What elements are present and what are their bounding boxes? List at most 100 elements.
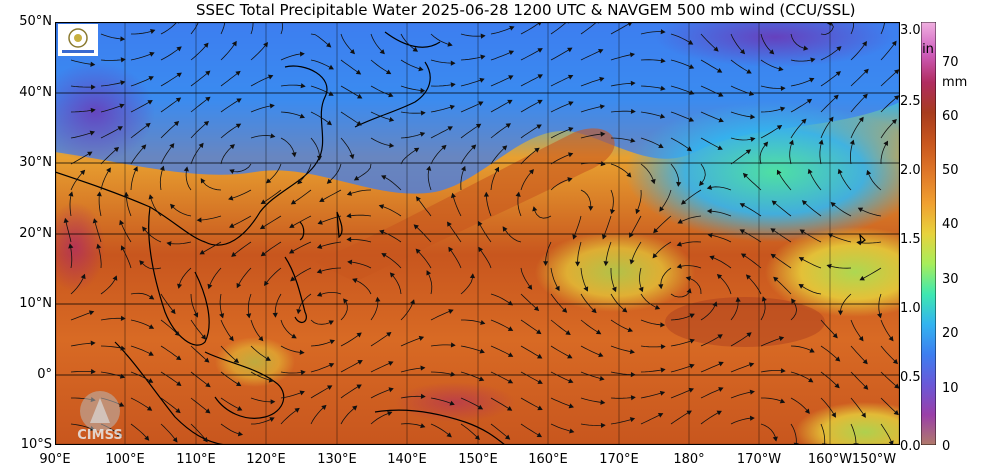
wind-streamline: [70, 170, 85, 191]
wind-streamline: [190, 70, 211, 87]
wind-streamline: [461, 319, 485, 324]
inch-tick-3-0: 3.0: [900, 23, 921, 38]
wind-streamline: [670, 410, 692, 425]
wind-arrowhead: [480, 33, 486, 39]
moderate-moisture-central: [535, 232, 695, 312]
wind-arrowhead: [204, 357, 210, 363]
wind-streamline: [761, 397, 785, 403]
wind-streamline: [490, 167, 499, 191]
wind-arrowhead: [508, 50, 515, 56]
wind-arrowhead: [150, 28, 156, 34]
wind-streamline: [427, 166, 432, 191]
wind-arrowhead: [296, 309, 302, 315]
wind-streamline: [550, 371, 573, 383]
wind-arrowhead: [527, 284, 533, 290]
wind-arrowhead: [837, 168, 843, 175]
wind-streamline: [347, 238, 372, 243]
wind-arrowhead: [96, 243, 102, 249]
wind-arrowhead: [532, 206, 538, 212]
wind-streamline: [550, 423, 574, 433]
wind-arrowhead: [356, 384, 362, 390]
wind-arrowhead: [174, 330, 181, 336]
wind-arrowhead: [780, 106, 786, 112]
wind-streamline: [130, 123, 151, 139]
wind-arrowhead: [804, 408, 810, 414]
wind-streamline: [802, 200, 822, 217]
wind-arrowhead: [259, 224, 266, 230]
wind-arrowhead: [449, 400, 455, 406]
wind-streamline: [70, 342, 95, 347]
wind-arrowhead: [316, 291, 323, 297]
mm-tick-0: 0: [942, 439, 951, 454]
wind-arrowhead: [316, 155, 323, 161]
wind-arrowhead: [68, 191, 74, 197]
wind-streamline: [130, 144, 146, 165]
wind-arrowhead: [353, 175, 360, 181]
coast-hawaii: [859, 233, 866, 245]
wind-streamline: [550, 47, 573, 61]
wind-streamline: [250, 319, 264, 341]
wind-arrowhead: [145, 122, 151, 128]
wind-streamline: [580, 423, 605, 426]
wind-arrowhead: [118, 402, 125, 407]
wind-arrowhead: [706, 184, 713, 190]
wind-arrowhead: [267, 74, 274, 80]
lon-label-170w: 170°W: [736, 452, 782, 467]
wind-arrowhead: [389, 272, 395, 278]
wind-streamline: [760, 423, 777, 441]
wind-arrowhead: [90, 84, 96, 90]
wind-arrowhead: [507, 300, 514, 306]
wind-streamline: [430, 371, 455, 376]
wind-streamline: [130, 371, 153, 383]
wind-arrowhead: [228, 195, 234, 201]
wind-streamline: [490, 319, 513, 331]
wind-arrowhead: [537, 353, 543, 359]
wind-streamline: [850, 345, 868, 364]
wind-streamline: [602, 215, 612, 239]
wind-arrowhead: [119, 373, 126, 379]
wind-streamline: [740, 203, 762, 217]
wind-arrowhead: [835, 71, 841, 77]
wind-arrowhead: [862, 359, 868, 365]
wind-arrowhead: [689, 313, 695, 319]
wind-streamline: [100, 59, 125, 61]
wind-arrowhead: [357, 93, 363, 99]
wind-streamline: [640, 413, 663, 425]
wind-streamline: [69, 244, 73, 269]
wind-streamline: [878, 293, 882, 318]
wind-arrowhead: [290, 276, 296, 282]
wind-arrowhead: [264, 280, 269, 286]
wind-streamline: [789, 140, 794, 165]
wind-arrowhead: [415, 248, 421, 254]
wind-streamline: [310, 59, 334, 70]
wind-arrowhead: [630, 108, 636, 114]
wind-arrowhead: [528, 169, 534, 175]
colorbar-inch-unit: in: [922, 42, 934, 57]
wind-arrowhead: [119, 219, 125, 226]
wind-arrowhead: [742, 172, 749, 179]
moderate-moisture-east: [765, 227, 900, 317]
wind-streamline: [340, 298, 348, 321]
wind-streamline: [730, 417, 755, 425]
wind-arrowhead: [748, 362, 755, 368]
wind-arrowhead: [856, 240, 862, 246]
wind-arrowhead: [707, 232, 713, 238]
wind-streamline: [490, 423, 510, 440]
wind-streamline: [64, 218, 72, 243]
wind-streamline: [460, 371, 484, 381]
wind-streamline: [577, 241, 582, 266]
wind-arrowhead: [290, 199, 297, 205]
wind-arrowhead: [837, 310, 844, 316]
wind-streamline: [580, 319, 601, 335]
wind-streamline: [260, 215, 282, 230]
high-moisture-new-guinea: [395, 382, 515, 422]
wind-arrowhead: [750, 136, 756, 142]
wind-streamline: [629, 215, 642, 238]
wind-arrowhead: [68, 243, 74, 249]
wind-arrowhead: [537, 405, 543, 411]
wind-arrowhead: [680, 199, 687, 205]
wind-streamline: [430, 33, 453, 46]
wind-arrowhead: [229, 144, 235, 150]
wind-arrowhead: [588, 206, 594, 211]
wind-streamline: [130, 397, 152, 411]
